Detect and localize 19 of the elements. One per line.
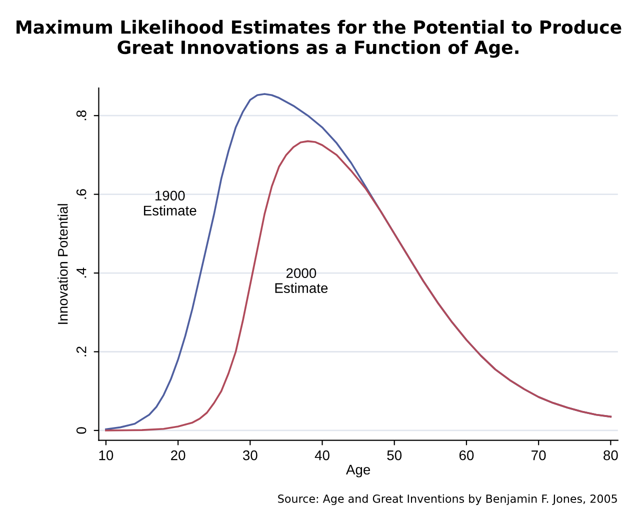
y-tick-label: .2	[76, 346, 86, 356]
x-tick-label: 30	[242, 450, 258, 460]
y-axis-title: Innovation Potential	[58, 204, 68, 324]
x-axis-title: Age	[346, 464, 370, 478]
y-tick-label: .8	[76, 110, 86, 120]
chart-title: Maximum Likelihood Estimates for the Potential to Produce Great Innovations as a Function of Age.	[16, 20, 622, 58]
x-tick-label: 80	[604, 450, 618, 460]
x-tick-label: 10	[99, 450, 114, 460]
x-tick-label: 50	[387, 450, 402, 460]
annotation: 1900 Estimate	[144, 190, 196, 216]
annotation: 2000 Estimate	[275, 268, 328, 293]
x-tick-label: 40	[314, 450, 330, 460]
x-tick-label: 70	[532, 450, 546, 460]
x-tick-label: 60	[459, 450, 474, 460]
y-tick-label: 0	[76, 427, 86, 434]
y-tick-label: .4	[76, 268, 86, 278]
source-note: Source: Age and Great Inventions by Benjamin F. Jones, 2005	[278, 494, 617, 506]
y-tick-label: .6	[76, 189, 86, 199]
x-tick-label: 20	[171, 450, 186, 460]
